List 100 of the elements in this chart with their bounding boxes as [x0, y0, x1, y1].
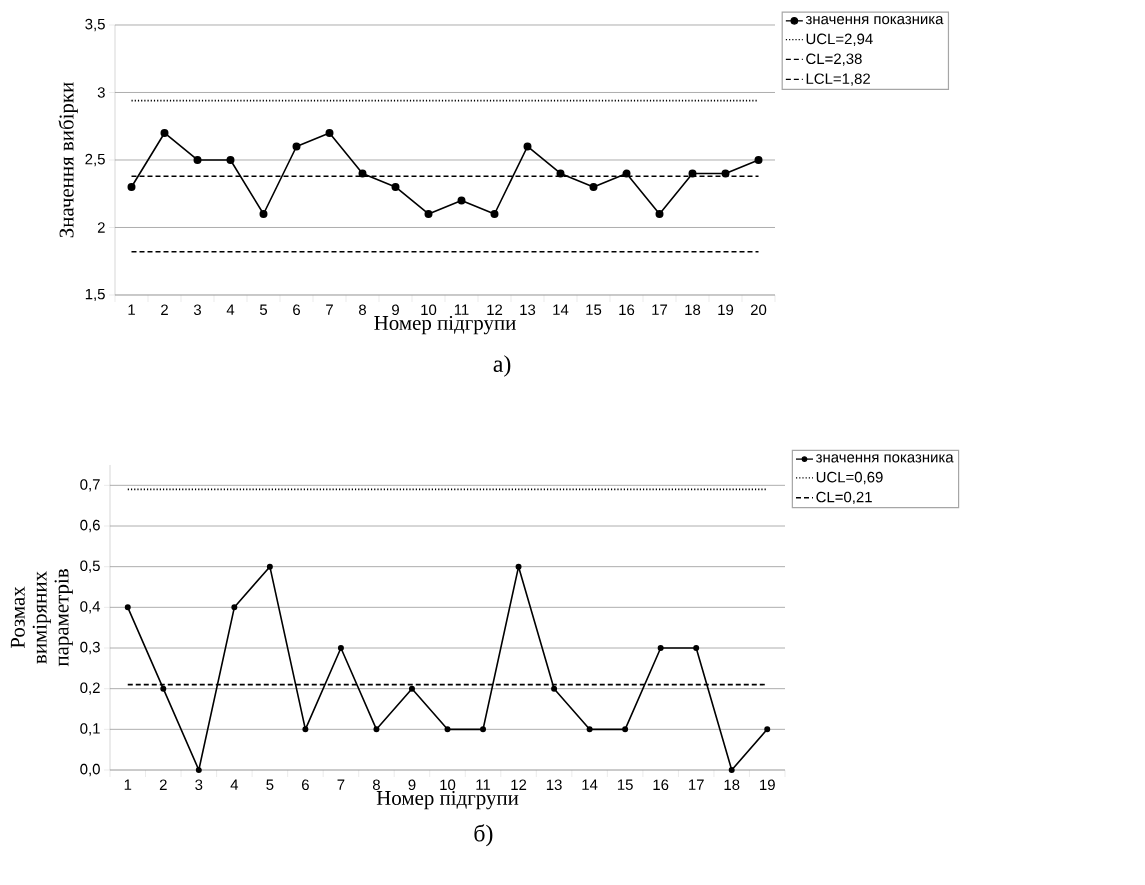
- point: [444, 726, 451, 733]
- x-tick-label: 8: [372, 779, 380, 791]
- y-tick-label: 0,3: [80, 641, 100, 655]
- legend-label: CL=2,38: [806, 53, 862, 66]
- x-tick-label: 10: [440, 779, 456, 791]
- point: [325, 128, 334, 137]
- y-tick-label: 0,6: [80, 519, 100, 533]
- point: [655, 209, 664, 218]
- x-tick-label: 9: [408, 779, 416, 791]
- legend-label: значення показника: [805, 16, 944, 25]
- x-tick-label: 12: [487, 304, 503, 315]
- y-axis-title: Значення вибірки: [58, 82, 78, 238]
- point: [556, 169, 565, 178]
- x-tick-label: 3: [193, 304, 201, 316]
- x-tick-label: 16: [653, 779, 669, 791]
- point: [490, 209, 499, 218]
- x-tick-label: 3: [195, 779, 203, 791]
- point: [457, 196, 466, 205]
- x-tick-label: 11: [476, 779, 491, 790]
- x-tick-label: 18: [685, 304, 701, 316]
- x-tick-label: 15: [617, 779, 633, 790]
- text: б): [474, 824, 493, 847]
- x-tick-label: 7: [326, 304, 333, 315]
- point: [693, 645, 700, 651]
- point: [424, 209, 433, 218]
- point: [160, 685, 167, 692]
- x-tick-label: 14: [553, 304, 569, 315]
- x-tick-label: 1: [124, 779, 132, 790]
- x-tick-label: 5: [266, 779, 274, 790]
- point: [266, 563, 273, 570]
- point: [193, 155, 202, 164]
- point: [523, 142, 532, 151]
- x-tick-label: 18: [724, 779, 740, 791]
- x-tick-label: 17: [689, 779, 704, 790]
- x-tick-label: 1: [128, 304, 135, 315]
- legend-label: LCL=1,82: [806, 73, 870, 86]
- point: [160, 128, 169, 137]
- point: [551, 685, 558, 692]
- point: [124, 604, 131, 611]
- y-tick-label: 0,1: [80, 723, 100, 736]
- y-tick-label: 0,5: [80, 560, 100, 573]
- point: [127, 182, 136, 191]
- point: [408, 685, 415, 692]
- x-tick-label: 6: [302, 779, 309, 791]
- x-tick-label: 19: [760, 779, 775, 791]
- x-tick-label: 4: [230, 779, 239, 790]
- x-tick-label: 14: [582, 779, 598, 790]
- y-axis-title: Розмах виміряних параметрів: [10, 569, 73, 667]
- point: [764, 726, 771, 733]
- y-tick-label: 0,7: [80, 479, 100, 492]
- x-tick-label: 10: [421, 304, 437, 316]
- point: [721, 169, 730, 178]
- point: [515, 563, 522, 570]
- point: [302, 726, 309, 733]
- point: [391, 182, 400, 191]
- x-tick-label: 20: [750, 304, 767, 316]
- legend-label: UCL=0,69: [816, 471, 883, 485]
- point: [231, 604, 238, 611]
- x-tick-label: 2: [161, 304, 168, 315]
- point: [754, 155, 763, 164]
- x-axis-title: Номер підгрупи: [374, 315, 516, 335]
- point: [259, 209, 268, 218]
- x-tick-label: 17: [652, 304, 668, 315]
- x-tick-label: 7: [337, 779, 345, 790]
- x-tick-label: 13: [520, 304, 536, 316]
- y-tick-label: 3: [97, 87, 105, 98]
- x-tick-label: 8: [359, 304, 366, 316]
- legend-label: CL=0,21: [816, 491, 872, 505]
- point: [358, 169, 367, 178]
- x-tick-label: 19: [718, 304, 734, 316]
- y-tick-label: 3,5: [85, 18, 105, 32]
- y-tick-label: 0,4: [80, 601, 101, 614]
- x-axis-title: Номер підгрупи: [376, 790, 519, 810]
- point: [373, 726, 380, 733]
- x-tick-label: 13: [546, 779, 562, 791]
- x-tick-label: 4: [226, 304, 235, 315]
- text: а): [493, 355, 511, 377]
- legend-label: значення показника: [816, 454, 954, 463]
- point: [589, 182, 598, 191]
- point: [226, 155, 235, 164]
- point: [586, 726, 593, 733]
- point: [657, 645, 664, 651]
- point: [688, 169, 697, 178]
- x-tick-label: 2: [159, 779, 167, 790]
- legend-label: UCL=2,94: [806, 33, 873, 46]
- x-tick-label: 12: [511, 779, 527, 790]
- x-tick-label: 6: [293, 304, 300, 316]
- point: [728, 767, 735, 773]
- point: [195, 767, 202, 773]
- x-tick-label: 9: [392, 304, 399, 316]
- y-tick-label: 0,2: [80, 682, 100, 695]
- point: [337, 645, 344, 651]
- point: [292, 142, 301, 151]
- x-tick-label: 11: [454, 304, 469, 315]
- point: [622, 726, 629, 733]
- y-tick-label: 1,5: [85, 288, 105, 302]
- x-tick-label: 15: [586, 304, 602, 315]
- point: [480, 726, 487, 733]
- point: [622, 169, 631, 178]
- y-tick-label: 0,0: [80, 763, 100, 777]
